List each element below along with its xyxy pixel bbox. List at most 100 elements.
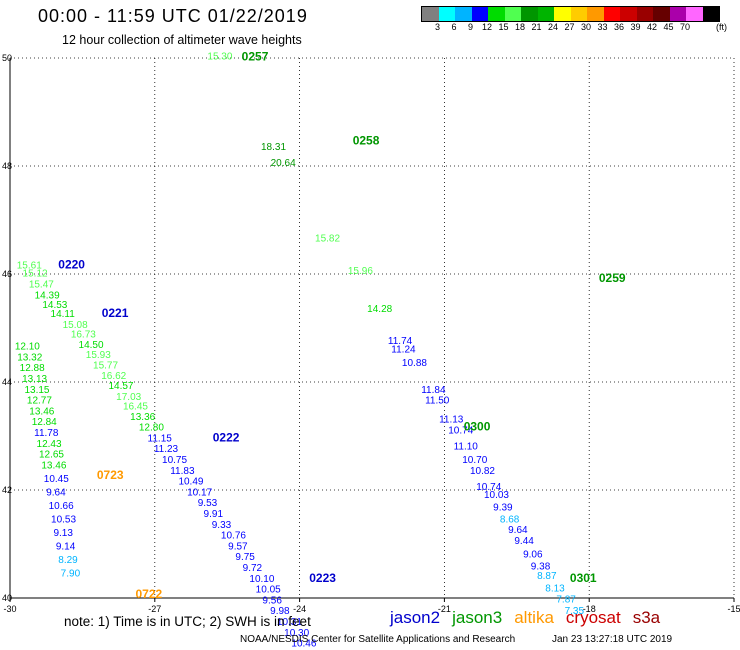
swh-value: 10.88 <box>402 358 427 369</box>
swh-value: 13.36 <box>130 412 155 423</box>
x-tick-label: -21 <box>438 604 451 614</box>
swh-value: 15.77 <box>93 361 118 372</box>
scale-swatch <box>521 7 538 21</box>
pass-label: 0723 <box>97 468 124 482</box>
swh-value: 12.84 <box>32 417 57 428</box>
swh-value: 9.06 <box>523 550 543 561</box>
swh-value: 15.93 <box>86 350 111 361</box>
swh-value: 10.53 <box>51 514 76 525</box>
scale-label: 21 <box>531 22 542 32</box>
swh-value: 12.77 <box>27 396 52 407</box>
x-tick-label: -24 <box>293 604 306 614</box>
swh-value: 10.74 <box>476 482 501 493</box>
scale-swatch <box>570 7 587 21</box>
scale-label: 15 <box>498 22 509 32</box>
mission-legend-item: altika <box>514 608 554 627</box>
swh-value: 15.47 <box>29 280 54 291</box>
color-scale-labels: 3 6 9 12 15 18 21 24 27 30 33 36 39 42 45 70 <box>421 22 740 34</box>
swh-value: 12.80 <box>139 423 164 434</box>
pass-label: 0259 <box>599 271 626 285</box>
swh-value: 9.98 <box>270 606 290 617</box>
swh-value: 11.84 <box>421 385 446 396</box>
swh-value: 13.46 <box>41 460 66 471</box>
swh-value: 8.13 <box>545 584 565 595</box>
scale-label: 6 <box>451 22 457 32</box>
swh-value: 10.03 <box>484 490 509 501</box>
pass-label: 0301 <box>570 571 597 585</box>
swh-value: 11.23 <box>154 444 179 455</box>
swh-value: 11.15 <box>148 433 173 444</box>
swh-value: 14.57 <box>108 381 133 392</box>
y-tick-label: 50 <box>2 53 12 63</box>
swh-value: 7.87 <box>556 594 576 605</box>
swh-value: 9.38 <box>531 561 551 572</box>
x-tick-label: -27 <box>148 604 161 614</box>
swh-value: 9.33 <box>212 520 232 531</box>
swh-value: 9.64 <box>508 525 528 536</box>
x-tick-label: -30 <box>3 604 16 614</box>
scale-swatch <box>686 7 703 21</box>
swh-value: 9.13 <box>53 528 73 539</box>
mission-legend: jason2 jason3 altika cryosat s3a <box>390 608 672 628</box>
scale-label: 27 <box>564 22 575 32</box>
swh-value: 13.15 <box>24 385 49 396</box>
scale-label: 36 <box>613 22 625 32</box>
scale-label: 45 <box>663 22 674 32</box>
swh-value: 10.66 <box>49 501 74 512</box>
swh-value: 12.43 <box>37 439 62 450</box>
swh-value: 20.64 <box>271 158 296 169</box>
scale-label: 30 <box>580 22 592 32</box>
swh-value: 10.31 <box>277 617 302 628</box>
y-tick-label: 40 <box>2 593 12 603</box>
y-tick-label: 48 <box>2 161 12 171</box>
swh-value: 10.70 <box>462 455 487 466</box>
swh-value: 10.17 <box>187 487 212 498</box>
scale-swatch <box>603 7 620 21</box>
scale-swatch <box>620 7 637 21</box>
swh-value: 9.64 <box>46 487 66 498</box>
swh-value: 9.75 <box>235 552 255 563</box>
scale-swatch <box>438 7 455 21</box>
mission-legend-item: s3a <box>632 608 661 627</box>
scale-label: 33 <box>597 22 608 32</box>
swh-value: 9.53 <box>198 498 218 509</box>
scale-label: 9 <box>467 22 474 32</box>
swh-value: 10.46 <box>291 639 316 650</box>
swh-value: 8.29 <box>58 555 78 566</box>
pass-label: 0300 <box>464 420 491 434</box>
scale-label: 12 <box>481 22 493 32</box>
swh-value: 10.30 <box>284 628 309 639</box>
swh-value: 13.13 <box>22 374 47 385</box>
swh-value: 7.35 <box>565 606 585 617</box>
swh-value: 10.45 <box>44 474 69 485</box>
swh-value: 15.08 <box>63 320 88 331</box>
swh-value: 7.90 <box>61 568 81 579</box>
swh-value: 16.45 <box>123 402 148 413</box>
swh-value: 11.83 <box>170 466 195 477</box>
credit-text: NOAA/NESDIS Center for Satellite Applica… <box>240 634 516 645</box>
pass-label: 0220 <box>58 258 85 272</box>
swh-value: 15.30 <box>207 52 232 63</box>
scale-swatch <box>488 7 505 21</box>
scale-label: 3 <box>434 22 441 32</box>
swh-value: 11.10 <box>454 442 479 453</box>
points-layer: 15.30 18.31 20.64 15.82 15.96 14.28 11.7411.24… <box>15 52 585 650</box>
swh-value: 15.96 <box>348 266 373 277</box>
y-tick-label: 42 <box>2 485 12 495</box>
scale-swatch <box>653 7 670 21</box>
scale-label: 42 <box>646 22 658 32</box>
swh-value: 11.74 <box>388 336 413 347</box>
swh-value: 15.61 <box>17 261 42 272</box>
scale-swatch <box>504 7 521 21</box>
swh-value: 13.32 <box>17 352 42 363</box>
swh-value: 10.74 <box>448 425 473 436</box>
page-title: 00:00 - 11:59 UTC 01/22/2019 <box>38 6 308 26</box>
scale-swatch <box>636 7 653 21</box>
scale-swatch <box>702 7 719 21</box>
swh-value: 12.88 <box>20 363 45 374</box>
swh-value: 11.13 <box>439 415 464 426</box>
scale-label: 39 <box>630 22 641 32</box>
swh-value: 14.53 <box>42 300 67 311</box>
pass-label: 0257 <box>242 50 269 64</box>
swh-value: 18.31 <box>261 142 286 153</box>
